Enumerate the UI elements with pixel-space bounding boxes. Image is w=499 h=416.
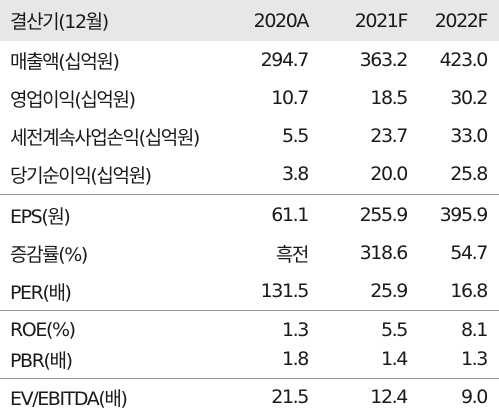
row-value-2020a: 1.3	[281, 319, 309, 341]
row-label: 당기순이익(십억원)	[10, 164, 152, 187]
row-value-2020a: 294.7	[260, 49, 310, 71]
table-row-roe: ROE(%) 1.3 5.5 8.1	[0, 311, 499, 349]
row-value-2021f: 12.4	[370, 386, 408, 408]
row-value-2020a: 131.5	[260, 280, 310, 302]
row-value-2021f: 25.9	[370, 280, 408, 302]
row-value-2020a: 21.5	[271, 386, 309, 408]
row-label: 매출액(십억원)	[10, 50, 120, 73]
row-label: PER(배)	[10, 281, 72, 304]
section-divider	[0, 194, 499, 195]
row-label: PBR(배)	[10, 349, 73, 372]
table-row-pbr: PBR(배) 1.8 1.4 1.3	[0, 340, 499, 378]
row-label: ROE(%)	[10, 319, 76, 341]
row-value-2021f: 20.0	[370, 163, 408, 185]
row-value-2021f: 1.4	[380, 348, 408, 370]
row-value-2020a: 3.8	[281, 163, 309, 185]
row-value-2020a: 흑전	[275, 243, 310, 266]
row-value-2022f: 8.1	[460, 319, 488, 341]
header-label: 결산기(12월)	[10, 11, 109, 33]
header-col-2021f: 2021F	[354, 9, 409, 32]
table-row-per: PER(배) 131.5 25.9 16.8	[0, 272, 499, 310]
row-value-2020a: 10.7	[271, 87, 309, 109]
row-value-2020a: 1.8	[281, 348, 309, 370]
row-label: EPS(원)	[10, 205, 71, 228]
table-row-operating-profit: 영업이익(십억원) 10.7 18.5 30.2	[0, 79, 499, 117]
table-header-row: 결산기(12월) 2020A 2021F 2022F	[0, 0, 499, 41]
row-value-2021f: 255.9	[359, 204, 409, 226]
row-value-2020a: 5.5	[281, 125, 309, 147]
table-row-eps: EPS(원) 61.1 255.9 395.9	[0, 196, 499, 234]
row-label: 증감률(%)	[10, 243, 88, 266]
row-value-2021f: 18.5	[370, 87, 408, 109]
row-value-2021f: 5.5	[380, 319, 408, 341]
row-value-2022f: 33.0	[450, 125, 488, 147]
table-row-revenue: 매출액(십억원) 294.7 363.2 423.0	[0, 41, 499, 79]
row-value-2020a: 61.1	[271, 204, 309, 226]
row-value-2022f: 423.0	[439, 49, 489, 71]
table-row-net-income: 당기순이익(십억원) 3.8 20.0 25.8	[0, 155, 499, 193]
header-col-2020a: 2020A	[253, 9, 310, 32]
table-row-pretax-income: 세전계속사업손익(십억원) 5.5 23.7 33.0	[0, 117, 499, 155]
row-value-2022f: 9.0	[460, 386, 488, 408]
header-col-2022f: 2022F	[434, 9, 489, 32]
row-value-2022f: 395.9	[439, 204, 489, 226]
row-value-2022f: 54.7	[450, 242, 488, 264]
table-row-growth-rate: 증감률(%) 흑전 318.6 54.7	[0, 234, 499, 272]
row-value-2022f: 30.2	[450, 87, 488, 109]
row-value-2021f: 23.7	[370, 125, 408, 147]
section-divider	[0, 310, 499, 311]
row-value-2021f: 363.2	[359, 49, 409, 71]
section-divider	[0, 378, 499, 379]
row-label: 세전계속사업손익(십억원)	[10, 126, 200, 149]
row-label: EV/EBITDA(배)	[10, 387, 128, 410]
table-row-ev-ebitda: EV/EBITDA(배) 21.5 12.4 9.0	[0, 378, 499, 416]
row-value-2021f: 318.6	[359, 242, 409, 264]
row-value-2022f: 25.8	[450, 163, 488, 185]
row-value-2022f: 1.3	[460, 348, 488, 370]
row-label: 영업이익(십억원)	[10, 88, 136, 111]
row-value-2022f: 16.8	[450, 280, 488, 302]
